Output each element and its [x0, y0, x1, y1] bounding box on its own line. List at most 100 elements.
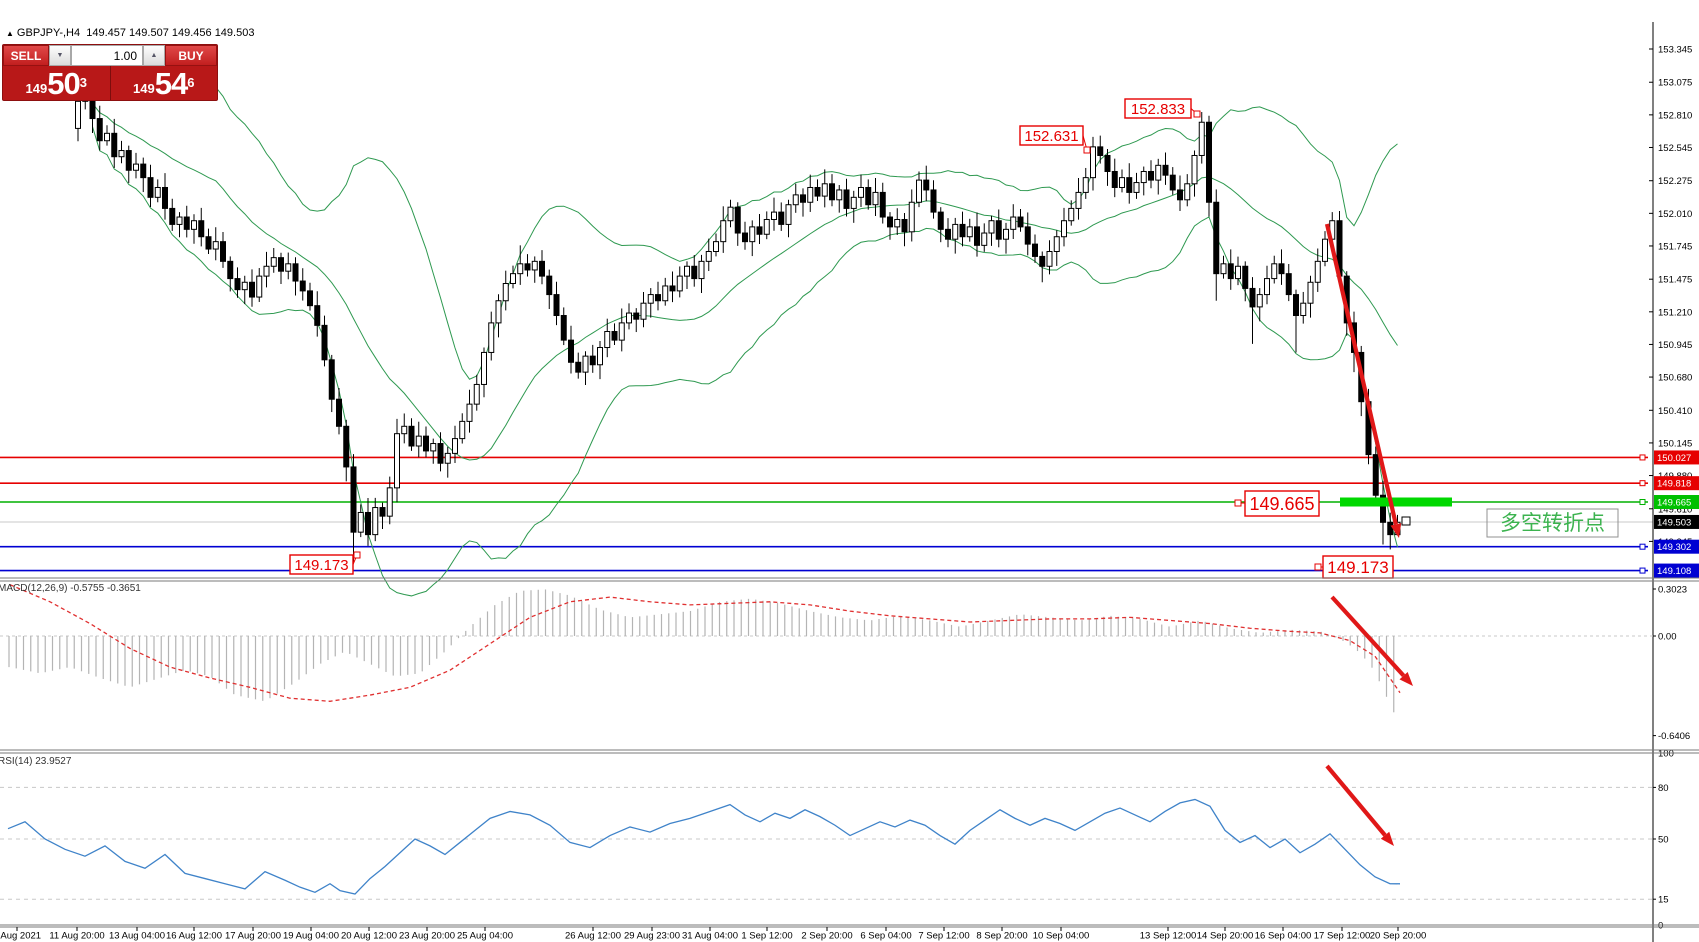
price-line-label-text: 149.503	[1657, 517, 1691, 528]
time-axis-label: 23 Aug 20:00	[399, 931, 455, 942]
candle-bull	[771, 211, 777, 220]
callout-box	[1124, 98, 1192, 119]
candle-bull	[415, 435, 422, 447]
candle-bull	[988, 220, 995, 234]
candle-bull	[285, 263, 292, 272]
price-callout[interactable]: 152.631	[1019, 125, 1091, 154]
time-axis-label: 8 Sep 20:00	[976, 931, 1027, 942]
candle-bull	[517, 263, 524, 275]
bollinger-upper-band	[92, 73, 1398, 380]
rsi-down-arrow[interactable]	[1325, 764, 1387, 837]
callout-text: 152.833	[1131, 101, 1185, 118]
volume-increase-button[interactable]: ▲	[143, 45, 165, 66]
hline-anchor-square[interactable]	[1639, 480, 1646, 487]
candle-bear	[655, 294, 661, 302]
hline-anchor-square[interactable]	[1639, 543, 1646, 550]
time-axis-label: 16 Aug 12:00	[166, 931, 222, 942]
candle-bull	[1068, 207, 1075, 222]
axis-tick-label: 149.610	[1658, 504, 1692, 515]
axis-tick-label: 152.545	[1658, 143, 1692, 154]
candle-bull	[698, 260, 705, 280]
candle-bull	[1300, 302, 1307, 317]
time-axis-label: 13 Sep 12:00	[1140, 931, 1197, 942]
candle-bull	[1053, 236, 1060, 252]
price-down-arrow[interactable]	[1324, 223, 1398, 525]
candle-bull	[618, 322, 625, 341]
candle-bear	[756, 226, 763, 235]
volume-input[interactable]: 1.00	[71, 45, 143, 66]
ask-price-display[interactable]: 149 54 6	[111, 66, 218, 100]
price-callout[interactable]: 149.173	[1314, 555, 1394, 579]
candle-bear	[575, 361, 582, 373]
candle-bull	[1271, 263, 1278, 280]
rsi-axis-label: 80	[1658, 783, 1669, 794]
candle-bear	[1278, 263, 1285, 275]
sell-button[interactable]: SELL	[3, 45, 49, 66]
candle-bear	[183, 216, 190, 230]
candle-bull	[1082, 177, 1089, 193]
candle-bear	[1213, 201, 1220, 275]
candle-bear	[829, 183, 835, 201]
price-line-label-text: 150.027	[1657, 453, 1691, 464]
hline-anchor-square[interactable]	[1639, 567, 1646, 574]
candle-bull	[640, 302, 647, 320]
candle-bull	[1220, 263, 1227, 275]
hline-anchor-square[interactable]	[1639, 454, 1646, 461]
candle-bear	[1097, 146, 1104, 156]
time-axis-label: 11 Aug 20:00	[49, 931, 104, 942]
candle-bull	[1264, 278, 1270, 296]
candle-bear	[937, 211, 944, 230]
volume-decrease-button[interactable]: ▼	[49, 45, 71, 66]
candle-bull	[836, 189, 843, 201]
price-axis: 153.345 153.075 152.810 152.545 152.275 152.0…	[1649, 22, 1699, 942]
callout-anchor	[1234, 499, 1242, 507]
ask-pips: 54	[154, 66, 188, 101]
time-axis-label: 0 Aug 2021	[0, 931, 41, 942]
macd-signal-line	[9, 584, 1401, 702]
callout-anchor	[1314, 563, 1322, 571]
candle-bull	[75, 100, 81, 129]
symbol-title: ▲ GBPJPY-,H4 149.457 149.507 149.456 149.…	[6, 27, 254, 39]
time-axis-label: 31 Aug 04:00	[682, 931, 738, 942]
candle-bear	[974, 226, 980, 246]
candle-bull	[966, 226, 973, 238]
candle-bear	[365, 511, 371, 536]
candle-bull	[1061, 220, 1067, 238]
callout-anchor	[353, 551, 361, 559]
arrow-anchor-square[interactable]	[1401, 516, 1411, 526]
axis-tick-label: 152.010	[1658, 209, 1692, 220]
rsi-axis-label: 0	[1658, 921, 1663, 932]
candle-bull	[1155, 164, 1162, 181]
buy-button[interactable]: BUY	[165, 45, 217, 66]
candle-bear	[1227, 263, 1234, 280]
candle-bull	[850, 196, 857, 209]
price-line-label	[1654, 450, 1699, 465]
price-callout[interactable]: 149.665	[1234, 490, 1320, 517]
candle-bear	[1249, 287, 1256, 308]
candle-bull	[1046, 250, 1053, 267]
candle-bull	[807, 186, 814, 203]
macd-down-arrow[interactable]	[1330, 595, 1406, 678]
candle-bull	[1119, 177, 1125, 188]
candle-bear	[336, 398, 342, 427]
candle-bull	[1140, 170, 1147, 184]
macd-indicator-label: MACD(12,26,9) -0.5755 -0.3651	[0, 583, 141, 594]
candle-bear	[611, 331, 618, 341]
price-callout[interactable]: 149.173	[289, 551, 361, 575]
candle-bear	[669, 285, 676, 292]
price-callout[interactable]: 152.833	[1124, 98, 1201, 119]
hline-anchor-square[interactable]	[1639, 499, 1646, 506]
candle-bull	[894, 218, 901, 228]
candle-bear	[125, 150, 132, 171]
candle-bear	[1387, 521, 1394, 536]
turning-point-text-label[interactable]: 多空转折点	[1486, 508, 1619, 538]
candle-bear	[1148, 170, 1154, 181]
candle-bear	[1242, 265, 1249, 289]
bid-price-display[interactable]: 149 50 3	[3, 66, 111, 100]
callout-text: 152.631	[1024, 128, 1078, 145]
candle-bear	[162, 186, 168, 209]
bid-big-figure: 149	[25, 81, 48, 96]
axis-tick-label: 151.475	[1658, 275, 1692, 286]
